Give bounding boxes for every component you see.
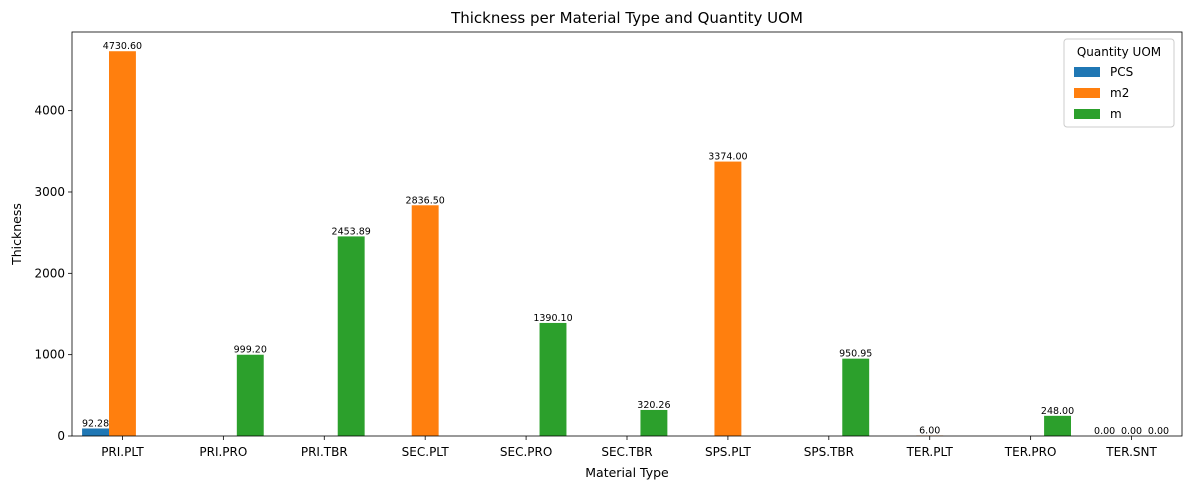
bar-m2-pri-plt bbox=[109, 51, 136, 436]
x-tick-label: PRI.PLT bbox=[101, 445, 144, 459]
legend-box bbox=[1063, 38, 1175, 128]
y-axis: 0 1000 2000 3000 4000 bbox=[34, 104, 72, 443]
bar-m2-sps-plt bbox=[714, 161, 742, 436]
data-labels-group: 92.28 4730.60 999.20 2453.89 2836.50 1390.10 3… bbox=[82, 41, 1169, 437]
data-label: 999.20 bbox=[234, 345, 267, 356]
data-label: 3374.00 bbox=[708, 152, 747, 163]
data-label: 248.00 bbox=[1041, 406, 1074, 417]
y-tick-label: 2000 bbox=[34, 266, 65, 280]
x-tick-label: TER.PRO bbox=[1004, 445, 1057, 459]
x-axis-label: Material Type bbox=[585, 465, 669, 480]
data-label: 92.28 bbox=[82, 418, 109, 429]
y-axis-label: Thickness bbox=[9, 203, 24, 266]
data-label: 0.00 bbox=[1121, 426, 1142, 437]
x-tick-label: TER.SNT bbox=[1105, 445, 1157, 459]
bar-m-pri-tbr bbox=[337, 236, 365, 436]
x-tick-label: SPS.TBR bbox=[804, 445, 854, 459]
y-tick-label: 1000 bbox=[34, 348, 65, 362]
y-tick-label: 4000 bbox=[34, 104, 65, 118]
legend-swatch-m2 bbox=[1074, 88, 1100, 98]
legend-swatch-pcs bbox=[1074, 67, 1100, 77]
bar-m-sps-tbr bbox=[842, 358, 870, 436]
data-label: 4730.60 bbox=[103, 41, 142, 52]
data-label: 950.95 bbox=[839, 349, 872, 360]
legend-label-m: m bbox=[1110, 107, 1122, 121]
x-tick-label: SEC.TBR bbox=[601, 445, 652, 459]
legend-items: PCS m2 m bbox=[1074, 65, 1133, 121]
data-label: 0.00 bbox=[1148, 426, 1169, 437]
data-label: 0.00 bbox=[1094, 426, 1115, 437]
bars-group bbox=[82, 51, 1071, 436]
bar-m-sec-pro bbox=[539, 322, 567, 436]
bar-m-ter-pro bbox=[1044, 415, 1071, 436]
bar-m2-sec-plt bbox=[411, 205, 439, 436]
x-tick-label: SEC.PRO bbox=[500, 445, 552, 459]
y-tick-label: 0 bbox=[57, 429, 65, 443]
data-label: 6.00 bbox=[919, 426, 940, 437]
data-label: 320.26 bbox=[637, 400, 670, 411]
legend: Quantity UOM PCS m2 m bbox=[1063, 38, 1175, 128]
legend-swatch-m bbox=[1074, 109, 1100, 119]
legend-label-m2: m2 bbox=[1110, 86, 1129, 100]
x-tick-label: PRI.PRO bbox=[199, 445, 247, 459]
plot-frame bbox=[71, 31, 1183, 437]
data-label: 2836.50 bbox=[406, 195, 445, 206]
data-label: 1390.10 bbox=[533, 313, 572, 324]
data-label: 2453.89 bbox=[332, 226, 371, 237]
x-tick-label: SPS.PLT bbox=[705, 445, 752, 459]
bar-m-sec-tbr bbox=[640, 409, 668, 436]
legend-title: Quantity UOM bbox=[1077, 45, 1161, 59]
x-tick-label: TER.PLT bbox=[906, 445, 954, 459]
x-tick-label: PRI.TBR bbox=[301, 445, 348, 459]
bar-m-pri-pro bbox=[236, 354, 264, 436]
bar-pcs-pri-plt bbox=[82, 428, 109, 436]
legend-label-pcs: PCS bbox=[1110, 65, 1133, 79]
chart-title: Thickness per Material Type and Quantity… bbox=[450, 9, 803, 27]
y-tick-label: 3000 bbox=[34, 185, 65, 199]
x-tick-label: SEC.PLT bbox=[402, 445, 450, 459]
x-axis: PRI.PLT PRI.PRO PRI.TBR SEC.PLT SEC.PRO SEC.T… bbox=[101, 436, 1157, 459]
